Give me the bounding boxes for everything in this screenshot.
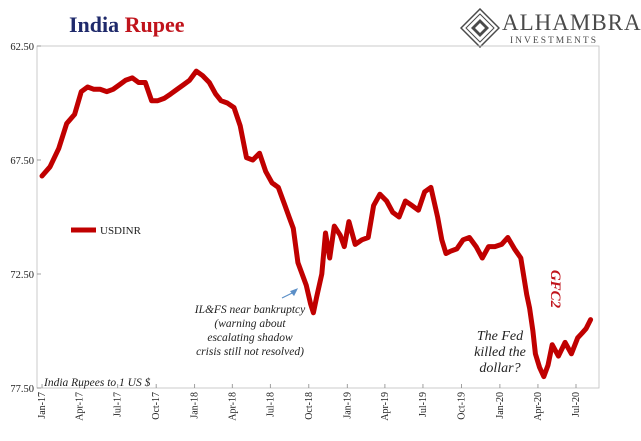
y-tick-label: 67.50 bbox=[10, 156, 34, 167]
y-tick-label: 62.50 bbox=[10, 42, 34, 53]
x-tick-label: Jul-18 bbox=[265, 392, 276, 417]
x-tick-label: Apr-20 bbox=[533, 392, 544, 421]
y-axis-label: India Rupees to 1 US $ bbox=[43, 376, 151, 389]
annotation-fed-line: killed the bbox=[474, 345, 526, 360]
annotation-fed-line: The Fed bbox=[477, 329, 524, 344]
x-tick-label: Jul-17 bbox=[113, 392, 124, 417]
x-axis: Jan-17 Apr-17 Jul-17 Oct-17 Jan-18 Apr-18 Jul-… bbox=[37, 384, 582, 421]
x-tick-label: Jan-20 bbox=[495, 392, 506, 419]
chart-title: India Rupee bbox=[69, 12, 185, 38]
annotations: IL&FS near bankruptcy (warning about escal… bbox=[194, 270, 563, 376]
annotation-ilfs-line: escalating shadow bbox=[207, 332, 293, 344]
x-tick-label: Jan-17 bbox=[37, 392, 48, 419]
legend: USDINR bbox=[71, 225, 142, 237]
x-tick-label: Jul-20 bbox=[571, 392, 582, 417]
plot-area-border bbox=[36, 45, 600, 389]
y-tick-label: 72.50 bbox=[10, 270, 34, 281]
chart-title-part2: Rupee bbox=[124, 12, 185, 37]
x-tick-label: Jan-18 bbox=[190, 392, 201, 419]
chart-title-part1: India bbox=[69, 12, 120, 37]
x-tick-label: Oct-17 bbox=[151, 392, 162, 420]
x-tick-label: Apr-17 bbox=[75, 392, 86, 421]
logo-wordmark: ALHAMBRA bbox=[502, 10, 641, 35]
x-tick-label: Jan-19 bbox=[342, 392, 353, 419]
x-tick-label: Apr-19 bbox=[380, 392, 391, 421]
annotation-gfc2: GFC2 bbox=[547, 270, 563, 309]
legend-label-usdinr: USDINR bbox=[100, 225, 142, 237]
annotation-arrow-head bbox=[290, 288, 299, 297]
x-tick-label: Apr-18 bbox=[227, 392, 238, 421]
alhambra-logo: ALHAMBRA INVESTMENTS bbox=[458, 6, 641, 50]
series-line-usdinr bbox=[39, 68, 594, 380]
x-tick-label: Jul-19 bbox=[418, 392, 429, 417]
annotation-fed-line: dollar? bbox=[479, 361, 520, 376]
x-tick-label: Oct-19 bbox=[456, 392, 467, 420]
annotation-ilfs-line: (warning about bbox=[214, 318, 286, 330]
x-tick-label: Oct-18 bbox=[304, 392, 315, 420]
y-axis: 62.50 67.50 72.50 77.50 bbox=[10, 42, 41, 395]
logo-subtitle: INVESTMENTS bbox=[510, 36, 598, 46]
y-tick-label: 77.50 bbox=[10, 384, 34, 395]
annotation-ilfs-line: IL&FS near bankruptcy bbox=[194, 304, 306, 316]
annotation-ilfs-line: crisis still not resolved) bbox=[196, 346, 304, 358]
alhambra-diamond-icon bbox=[460, 8, 500, 48]
